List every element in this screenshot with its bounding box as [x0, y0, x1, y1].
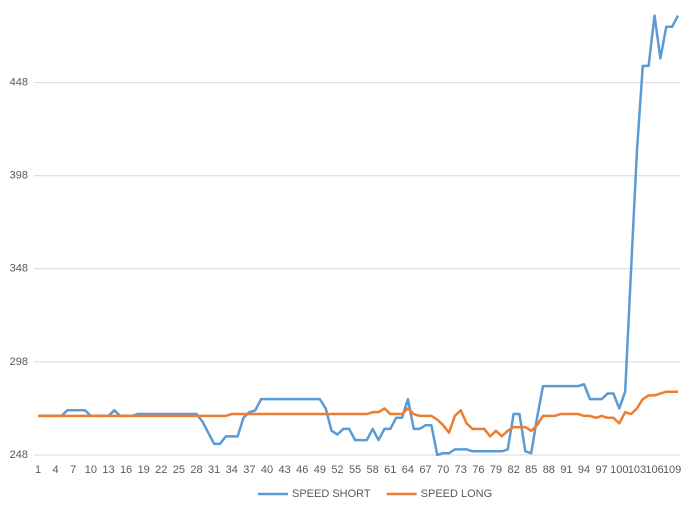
x-tick-label: 52 — [331, 464, 343, 476]
legend-label: SPEED LONG — [421, 488, 493, 500]
x-tick-label: 28 — [190, 464, 202, 476]
x-tick-label: 85 — [525, 464, 537, 476]
y-tick-label: 398 — [10, 170, 28, 182]
x-tick-label: 61 — [384, 464, 396, 476]
x-tick-label: 40 — [261, 464, 273, 476]
x-tick-label: 19 — [138, 464, 150, 476]
x-tick-label: 58 — [367, 464, 379, 476]
x-tick-label: 34 — [226, 464, 238, 476]
x-tick-label: 64 — [402, 464, 414, 476]
x-tick-label: 10 — [85, 464, 97, 476]
y-tick-label: 448 — [10, 77, 28, 89]
x-tick-label: 31 — [208, 464, 220, 476]
x-tick-label: 13 — [102, 464, 114, 476]
x-tick-label: 103 — [628, 464, 646, 476]
x-tick-label: 100 — [610, 464, 628, 476]
x-tick-label: 109 — [663, 464, 681, 476]
x-tick-label: 88 — [543, 464, 555, 476]
x-tick-label: 91 — [560, 464, 572, 476]
x-tick-label: 25 — [173, 464, 185, 476]
x-tick-label: 46 — [296, 464, 308, 476]
x-tick-label: 76 — [472, 464, 484, 476]
x-tick-label: 94 — [578, 464, 590, 476]
x-tick-label: 79 — [490, 464, 502, 476]
x-tick-label: 67 — [419, 464, 431, 476]
x-tick-label: 70 — [437, 464, 449, 476]
series-line — [38, 390, 678, 438]
x-tick-label: 106 — [645, 464, 663, 476]
y-tick-label: 248 — [10, 449, 28, 461]
series-line — [38, 14, 680, 457]
y-tick-label: 348 — [10, 263, 28, 275]
x-tick-label: 49 — [314, 464, 326, 476]
x-tick-label: 43 — [278, 464, 290, 476]
x-tick-label: 7 — [70, 464, 76, 476]
x-tick-label: 97 — [596, 464, 608, 476]
x-tick-label: 73 — [455, 464, 467, 476]
x-tick-label: 55 — [349, 464, 361, 476]
y-tick-label: 298 — [10, 356, 28, 368]
x-tick-label: 37 — [243, 464, 255, 476]
legend-label: SPEED SHORT — [292, 488, 371, 500]
x-tick-label: 16 — [120, 464, 132, 476]
x-tick-label: 22 — [155, 464, 167, 476]
x-tick-label: 4 — [53, 464, 59, 476]
x-tick-label: 1 — [35, 464, 41, 476]
x-tick-label: 82 — [507, 464, 519, 476]
